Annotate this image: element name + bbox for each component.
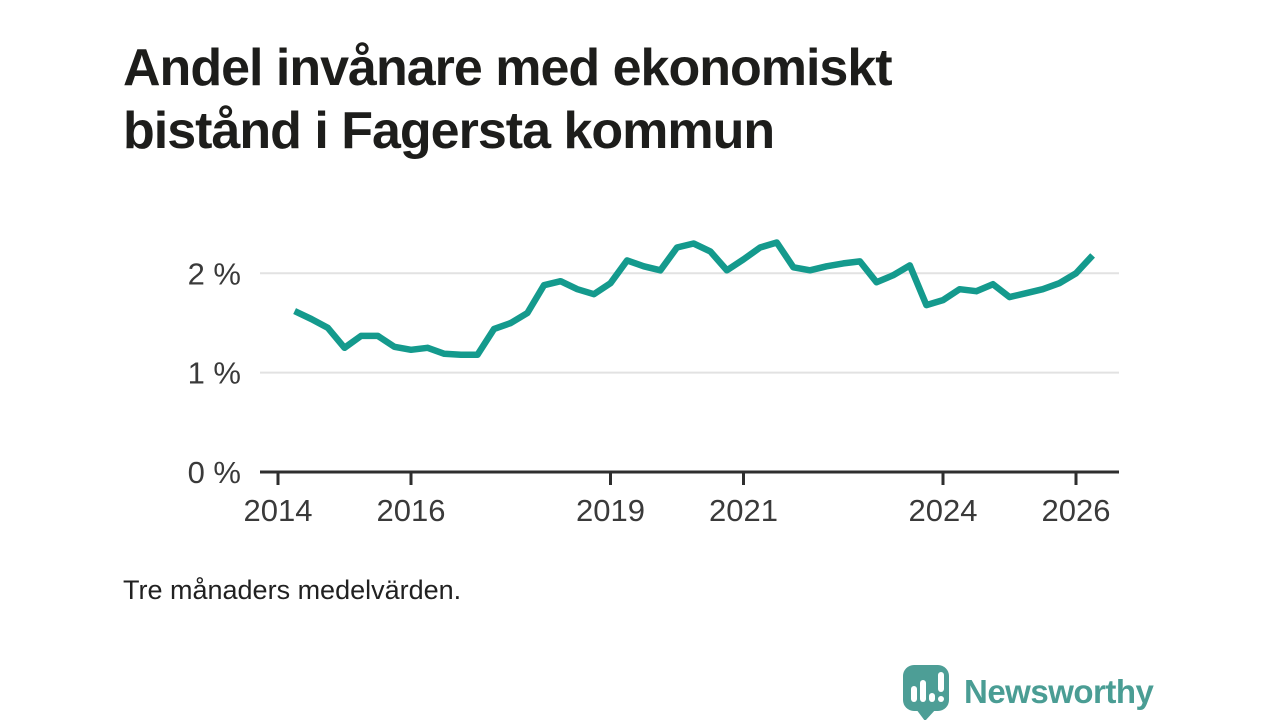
trend-line <box>293 239 1095 359</box>
page-title: Andel invånare med ekonomiskt bistånd i … <box>123 38 893 160</box>
x-tick-label: 2026 <box>1042 493 1111 528</box>
x-tick-label: 2014 <box>244 493 313 528</box>
x-tick-label: 2024 <box>909 493 978 528</box>
y-tick-label: 1 % <box>188 356 241 391</box>
x-tick-label: 2021 <box>709 493 778 528</box>
x-tick-label: 2019 <box>576 493 645 528</box>
chart-footnote: Tre månaders medelvärden. <box>123 575 462 605</box>
speech-bubble-bar-chart-icon <box>903 665 949 720</box>
newsworthy-logo: Newsworthy <box>901 663 1154 720</box>
y-tick-label: 0 % <box>188 455 241 490</box>
brand-name: Newsworthy <box>964 673 1154 710</box>
x-tick-label: 2016 <box>377 493 446 528</box>
y-tick-label: 2 % <box>188 256 241 291</box>
